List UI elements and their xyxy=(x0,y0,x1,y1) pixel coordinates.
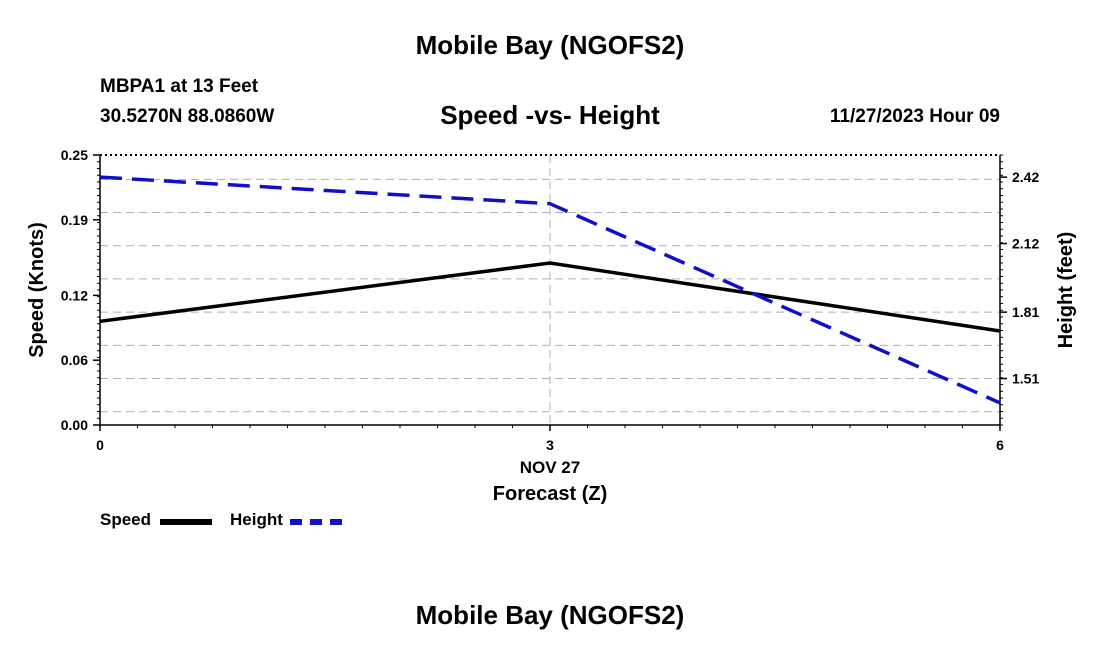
x-axis-title: Forecast (Z) xyxy=(493,483,607,505)
x-date-label: NOV 27 xyxy=(520,458,580,477)
x-tick-label: 6 xyxy=(996,437,1004,453)
series-layer xyxy=(99,175,1001,405)
left-tick-label: 0.06 xyxy=(61,352,88,368)
main-title: Mobile Bay (NGOFS2) xyxy=(415,30,685,60)
series-speed-line xyxy=(99,261,1001,333)
left-tick-label: 0.12 xyxy=(61,287,88,303)
left-tick-label: 0.19 xyxy=(61,212,88,228)
legend-height-label: Height xyxy=(230,510,283,529)
x-tick-label: 3 xyxy=(546,437,554,453)
footer-title: Mobile Bay (NGOFS2) xyxy=(415,600,685,630)
forecast-datetime: 11/27/2023 Hour 09 xyxy=(829,106,1000,127)
series-height-line xyxy=(99,175,1001,405)
x-tick-label: 0 xyxy=(96,437,104,453)
station-coordinates: 30.5270N 88.0860W xyxy=(100,106,275,127)
chart-title: Speed -vs- Height xyxy=(440,100,660,130)
label-layer: 0.00 0.06 0.12 0.19 0.25 1.51 1.81 2.12 2.42 0 3 6 N… xyxy=(26,147,1077,505)
right-tick-label: 1.81 xyxy=(1012,304,1039,320)
grid-layer xyxy=(100,155,1000,425)
right-axis-title: Height (feet) xyxy=(1055,232,1077,349)
left-tick-label: 0.25 xyxy=(61,147,88,163)
legend-speed-label: Speed xyxy=(100,510,152,529)
station-label: MBPA1 at 13 Feet xyxy=(100,76,259,97)
left-axis-title: Speed (Knots) xyxy=(26,222,48,358)
legend-speed-swatch xyxy=(160,519,212,525)
left-tick-label: 0.00 xyxy=(61,417,88,433)
axes-layer xyxy=(93,154,1007,431)
legend-height-swatch xyxy=(290,519,342,525)
right-tick-label: 2.12 xyxy=(1012,236,1039,252)
right-tick-label: 1.51 xyxy=(1012,371,1039,387)
right-tick-label: 2.42 xyxy=(1012,169,1039,185)
